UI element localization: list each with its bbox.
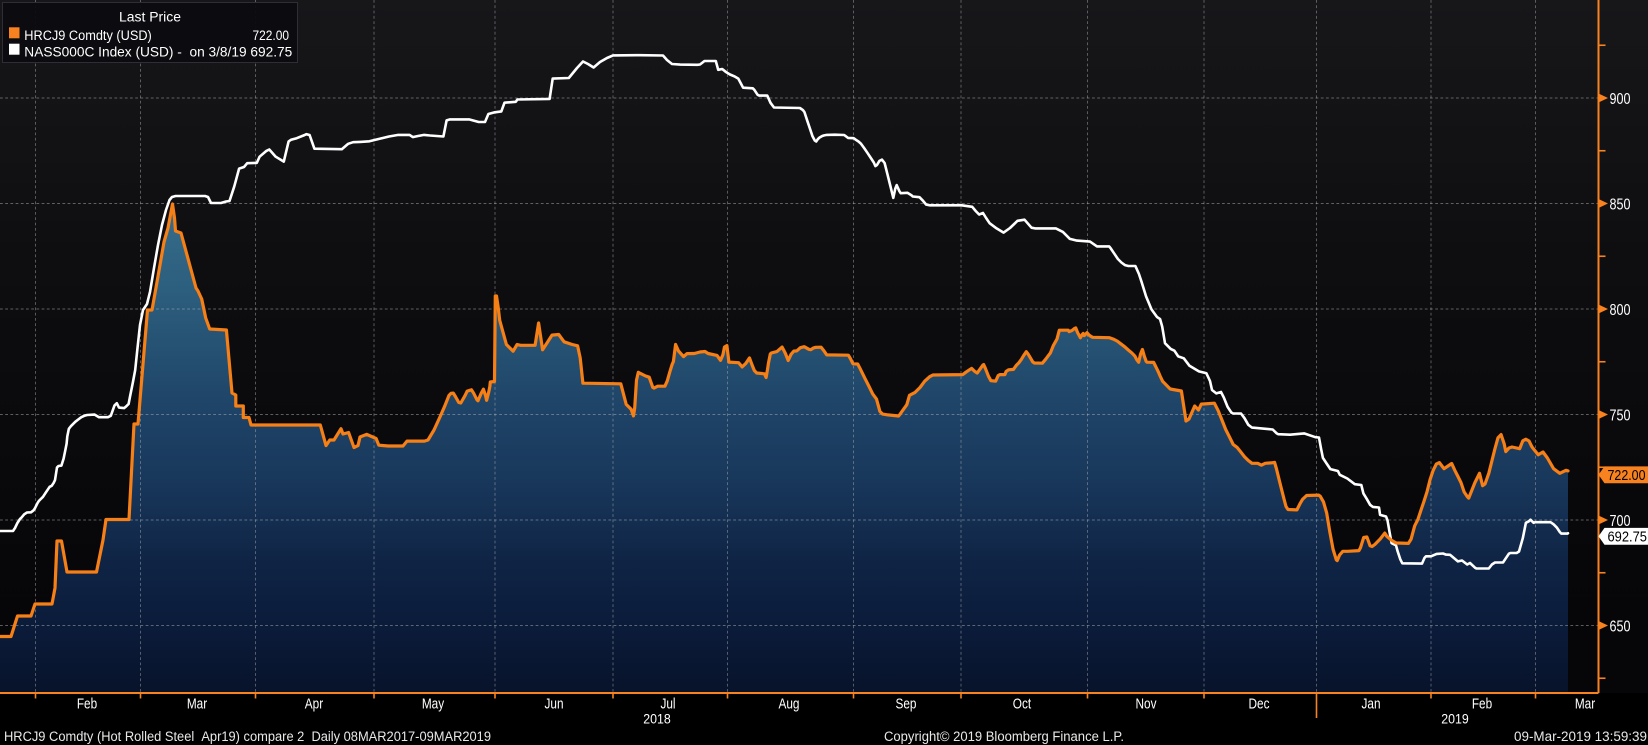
svg-text:800: 800 (1610, 302, 1631, 319)
svg-text:Last Price: Last Price (119, 10, 181, 26)
svg-text:750: 750 (1610, 408, 1631, 425)
svg-text:Jun: Jun (545, 697, 564, 713)
svg-text:900: 900 (1610, 91, 1631, 108)
svg-text:650: 650 (1610, 619, 1631, 636)
svg-text:NASS000C Index (USD) - on 3/8: NASS000C Index (USD) - on 3/8/19 692.75 (24, 45, 292, 61)
svg-text:Apr: Apr (305, 697, 324, 713)
svg-text:Mar: Mar (1575, 697, 1595, 713)
svg-text:700: 700 (1610, 513, 1631, 530)
svg-text:09-Mar-2019 13:59:39: 09-Mar-2019 13:59:39 (1514, 729, 1647, 745)
svg-text:Dec: Dec (1249, 697, 1270, 713)
svg-text:692.75: 692.75 (1608, 530, 1648, 546)
svg-text:HRCJ9 Comdty (USD): HRCJ9 Comdty (USD) (24, 28, 152, 44)
svg-text:HRCJ9 Comdty (Hot Rolled Steel: HRCJ9 Comdty (Hot Rolled Steel Apr19) co… (4, 729, 491, 745)
svg-text:722.00: 722.00 (253, 28, 290, 44)
svg-text:Jan: Jan (1362, 697, 1381, 713)
svg-text:Aug: Aug (779, 697, 800, 713)
svg-text:722.00: 722.00 (1608, 468, 1646, 484)
svg-text:2019: 2019 (1441, 712, 1469, 728)
svg-text:Sep: Sep (896, 697, 917, 713)
svg-text:2018: 2018 (643, 712, 671, 728)
svg-text:850: 850 (1610, 197, 1631, 214)
svg-text:Oct: Oct (1013, 697, 1031, 713)
svg-text:Nov: Nov (1136, 697, 1158, 713)
svg-text:Mar: Mar (187, 697, 207, 713)
svg-text:Jul: Jul (660, 697, 675, 713)
svg-text:Feb: Feb (77, 697, 97, 713)
svg-text:May: May (422, 697, 445, 713)
svg-text:Copyright© 2019 Bloomberg Fina: Copyright© 2019 Bloomberg Finance L.P. (884, 729, 1124, 745)
svg-text:Feb: Feb (1472, 697, 1492, 713)
